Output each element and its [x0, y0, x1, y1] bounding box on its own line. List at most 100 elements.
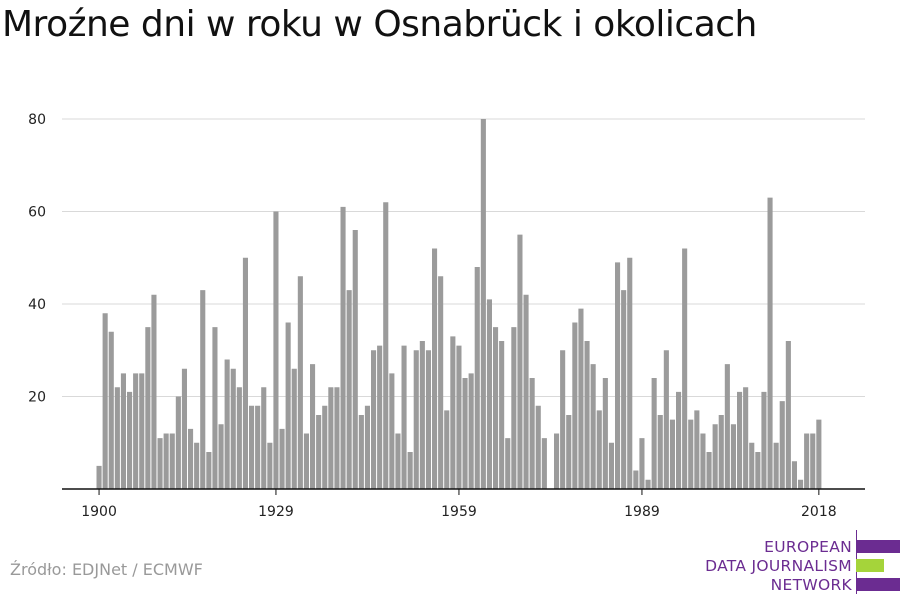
- bar-1972: [535, 405, 541, 489]
- bar-1926: [255, 405, 261, 489]
- bar-1941: [346, 290, 352, 490]
- bar-2001: [712, 424, 718, 489]
- bar-1916: [194, 442, 200, 489]
- bar-2006: [743, 387, 749, 489]
- bar-1929: [273, 211, 279, 489]
- bar-1949: [395, 433, 401, 489]
- bars: [96, 119, 822, 490]
- bar-1925: [249, 405, 255, 489]
- bar-1991: [651, 378, 657, 489]
- bar-1979: [578, 308, 584, 490]
- edjnet-logo[interactable]: EUROPEAN DATA JOURNALISM NETWORK: [700, 538, 900, 596]
- y-axis-ticks: 20 40 60 80: [28, 112, 46, 406]
- bar-1954: [425, 350, 431, 489]
- bar-1973: [541, 438, 547, 490]
- bar-1993: [663, 350, 669, 489]
- chart-title: Mroźne dni w roku w Osnabrück i okolicac…: [2, 4, 757, 45]
- source-note: Źródło: EDJNet / ECMWF: [10, 560, 203, 579]
- bar-2014: [791, 461, 797, 489]
- gridlines: [62, 118, 865, 397]
- bar-1987: [627, 257, 633, 489]
- bar-1996: [682, 248, 688, 489]
- bar-1914: [181, 368, 187, 489]
- bar-1995: [676, 391, 682, 490]
- bar-2011: [773, 442, 779, 489]
- bar-1905: [127, 391, 133, 490]
- bar-1917: [200, 290, 206, 490]
- logo-bar-purple-bottom: [856, 578, 900, 591]
- bar-1955: [432, 248, 438, 489]
- bar-1921: [224, 359, 230, 489]
- bar-1961: [468, 373, 474, 490]
- bar-1984: [608, 442, 614, 489]
- bar-1982: [596, 410, 602, 490]
- bar-1985: [615, 262, 621, 490]
- bar-1910: [157, 438, 163, 490]
- bar-1924: [242, 257, 248, 489]
- logo-bar-green: [856, 559, 884, 572]
- bar-1962: [474, 267, 480, 489]
- bar-1976: [560, 350, 566, 489]
- bar-1943: [358, 415, 364, 489]
- bar-1963: [480, 119, 486, 489]
- bar-1989: [639, 438, 645, 490]
- bar-1971: [529, 378, 535, 489]
- bar-1901: [102, 313, 108, 489]
- bar-1911: [163, 433, 169, 489]
- bar-1981: [590, 364, 596, 490]
- y-tick-label: 60: [28, 205, 46, 221]
- logo-text: EUROPEAN DATA JOURNALISM NETWORK: [705, 538, 852, 595]
- bar-1933: [297, 276, 303, 489]
- bar-1959: [456, 345, 462, 490]
- bar-1992: [657, 415, 663, 489]
- bar-1968: [511, 327, 517, 490]
- bar-1928: [267, 442, 273, 489]
- bar-2004: [730, 424, 736, 489]
- bar-1948: [389, 373, 395, 490]
- bar-2017: [810, 433, 816, 489]
- bar-1952: [413, 350, 419, 489]
- bar-1909: [151, 294, 157, 489]
- bar-2007: [749, 442, 755, 489]
- bar-chart: 20 40 60 80 1900 1929 1959 1989 2018: [28, 112, 865, 520]
- x-tick-label: 1900: [81, 504, 117, 520]
- x-axis: 1900 1929 1959 1989 2018: [62, 488, 865, 520]
- bar-1966: [499, 341, 505, 489]
- bar-1942: [352, 230, 358, 489]
- bar-1957: [444, 410, 450, 490]
- bar-1977: [566, 415, 572, 489]
- bar-1931: [285, 322, 291, 489]
- bar-1920: [218, 424, 224, 489]
- bar-1953: [419, 341, 425, 489]
- bar-2008: [755, 452, 761, 489]
- y-tick-label: 40: [28, 297, 46, 313]
- bar-1903: [114, 387, 120, 489]
- bar-2010: [767, 197, 773, 490]
- bar-1958: [450, 336, 456, 490]
- y-tick-label: 20: [28, 390, 46, 406]
- bar-1904: [120, 373, 126, 490]
- x-tick-label: 2018: [801, 504, 837, 520]
- bar-1915: [188, 428, 194, 490]
- bar-1944: [364, 405, 370, 489]
- bar-1927: [261, 387, 267, 489]
- bar-1900: [96, 465, 102, 490]
- bar-1913: [175, 396, 181, 489]
- bar-2015: [798, 479, 804, 489]
- bar-2005: [737, 391, 743, 490]
- bar-1945: [371, 350, 377, 489]
- bar-1975: [554, 433, 560, 489]
- bar-2003: [724, 364, 730, 490]
- bar-1967: [505, 438, 511, 490]
- bar-1936: [316, 415, 322, 489]
- bar-1930: [279, 428, 285, 490]
- x-tick-label: 1929: [258, 504, 294, 520]
- bar-2009: [761, 391, 767, 490]
- bar-1956: [438, 276, 444, 489]
- x-tick-label: 1989: [624, 504, 660, 520]
- bar-1946: [377, 345, 383, 490]
- bar-1951: [407, 452, 413, 489]
- bar-1919: [212, 327, 218, 490]
- y-tick-label: 80: [28, 112, 46, 128]
- bar-1986: [621, 290, 627, 490]
